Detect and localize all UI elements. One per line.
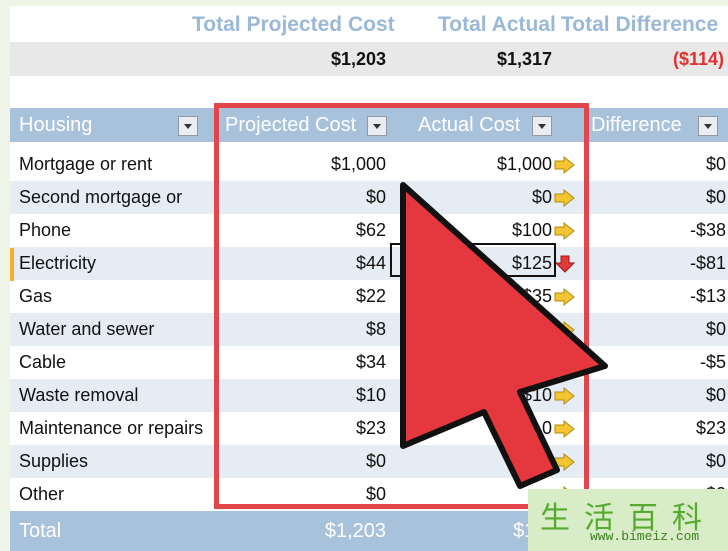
- watermark-chinese-text: 生活百科: [540, 502, 716, 535]
- difference-column-header[interactable]: Difference: [591, 114, 682, 136]
- projected-cost-cell[interactable]: $0: [365, 484, 386, 504]
- row-label[interactable]: Cable: [19, 352, 67, 372]
- projected-cost-cell[interactable]: $44: [355, 253, 386, 273]
- actual-cost-cell[interactable]: $0: [531, 187, 552, 207]
- actual-cost-filter-dropdown[interactable]: [532, 116, 552, 136]
- difference-cell[interactable]: $0: [705, 319, 726, 339]
- budget-spreadsheet: Total Projected Cost Total Actual Total …: [10, 6, 728, 551]
- projected-cost-cell[interactable]: $0: [365, 451, 386, 471]
- row-label[interactable]: Water and sewer: [19, 319, 155, 339]
- difference-cell[interactable]: -$5: [699, 352, 726, 372]
- watermark-url: www.bimeiz.com: [590, 529, 700, 544]
- down-arrow-icon: [554, 255, 576, 273]
- projected-cost-cell[interactable]: $10: [355, 385, 386, 405]
- right-arrow-icon: [554, 222, 575, 240]
- total-difference-value[interactable]: ($114): [672, 49, 724, 69]
- table-row: Cable $34 -$5: [10, 346, 728, 379]
- row-label[interactable]: Waste removal: [19, 385, 139, 405]
- difference-filter-dropdown[interactable]: [698, 116, 718, 136]
- table-row: Second mortgage or $0 $0 $0: [10, 181, 728, 214]
- table-row: Waste removal $10 $10 $0: [10, 379, 728, 412]
- difference-cell[interactable]: $0: [705, 154, 726, 174]
- watermark: 生活百科 www.bimeiz.com: [528, 489, 728, 551]
- total-projected-cost-value[interactable]: $1,203: [330, 49, 386, 69]
- projected-cost-cell[interactable]: $8: [365, 319, 386, 339]
- difference-cell[interactable]: -$81: [689, 253, 726, 273]
- projected-cost-cell[interactable]: $23: [355, 418, 386, 438]
- projected-cost-cell[interactable]: $0: [365, 187, 386, 207]
- projected-cost-cell[interactable]: $22: [355, 286, 386, 306]
- housing-filter-dropdown[interactable]: [178, 116, 198, 136]
- table-row: Gas $22 $35 -$13: [10, 280, 728, 313]
- table-row: Maintenance or repairs $23 0 $23: [10, 412, 728, 445]
- right-arrow-icon: [554, 420, 575, 438]
- row-label[interactable]: Maintenance or repairs: [19, 418, 204, 438]
- total-row-projected[interactable]: $1,203: [324, 520, 386, 542]
- summary-values-row: $1,203 $1,317 ($114): [10, 42, 728, 76]
- total-projected-cost-header: Total Projected Cost: [192, 13, 395, 36]
- table-row: Supplies $0 $0: [10, 445, 728, 478]
- row-label[interactable]: Second mortgage or: [19, 187, 183, 207]
- actual-cost-cell[interactable]: $100: [511, 220, 552, 240]
- right-arrow-icon: [554, 387, 575, 405]
- projected-cost-filter-dropdown[interactable]: [367, 116, 387, 136]
- actual-cost-cell[interactable]: 0: [541, 418, 552, 438]
- housing-column-header[interactable]: Housing: [19, 114, 93, 136]
- row-label[interactable]: Electricity: [19, 253, 97, 273]
- difference-cell[interactable]: -$13: [689, 286, 726, 306]
- actual-cost-cell[interactable]: $1,000: [496, 154, 552, 174]
- difference-cell[interactable]: -$38: [689, 220, 726, 240]
- projected-cost-cell[interactable]: $34: [355, 352, 386, 372]
- difference-cell[interactable]: $0: [705, 385, 726, 405]
- table-row: Phone $62 $100 -$38: [10, 214, 728, 247]
- row-label[interactable]: Gas: [19, 286, 53, 306]
- table-row: Mortgage or rent $1,000 $1,000 $0: [10, 148, 728, 181]
- total-difference-header: Total Difference: [561, 13, 719, 36]
- actual-cost-cell[interactable]: $125: [511, 253, 552, 273]
- table-row: Electricity $44 $125 -$81: [10, 247, 728, 280]
- right-arrow-icon: [554, 189, 575, 207]
- row-label[interactable]: Other: [19, 484, 65, 504]
- summary-header-row: Total Projected Cost Total Actual Total …: [10, 6, 728, 42]
- difference-cell[interactable]: $23: [695, 418, 726, 438]
- right-arrow-icon: [554, 156, 575, 174]
- projected-cost-column-header[interactable]: Projected Cost: [225, 114, 357, 136]
- difference-cell[interactable]: $0: [705, 451, 726, 471]
- total-actual-header: Total Actual: [438, 13, 556, 36]
- difference-cell[interactable]: $0: [705, 187, 726, 207]
- projected-cost-cell[interactable]: $62: [355, 220, 386, 240]
- projected-cost-cell[interactable]: $1,000: [330, 154, 386, 174]
- row-label[interactable]: Mortgage or rent: [19, 154, 153, 174]
- table-row: Water and sewer $8 $0: [10, 313, 728, 346]
- table-header-row: Housing Projected Cost Actual Cost Diffe…: [10, 108, 728, 142]
- active-row-marker: [10, 248, 14, 281]
- row-label[interactable]: Supplies: [19, 451, 89, 471]
- row-label[interactable]: Phone: [19, 220, 72, 240]
- total-actual-value[interactable]: $1,317: [496, 49, 552, 69]
- total-row-label[interactable]: Total: [19, 520, 62, 542]
- right-arrow-icon: [554, 288, 575, 306]
- highlight-frame: [214, 103, 589, 509]
- actual-cost-column-header[interactable]: Actual Cost: [418, 114, 521, 136]
